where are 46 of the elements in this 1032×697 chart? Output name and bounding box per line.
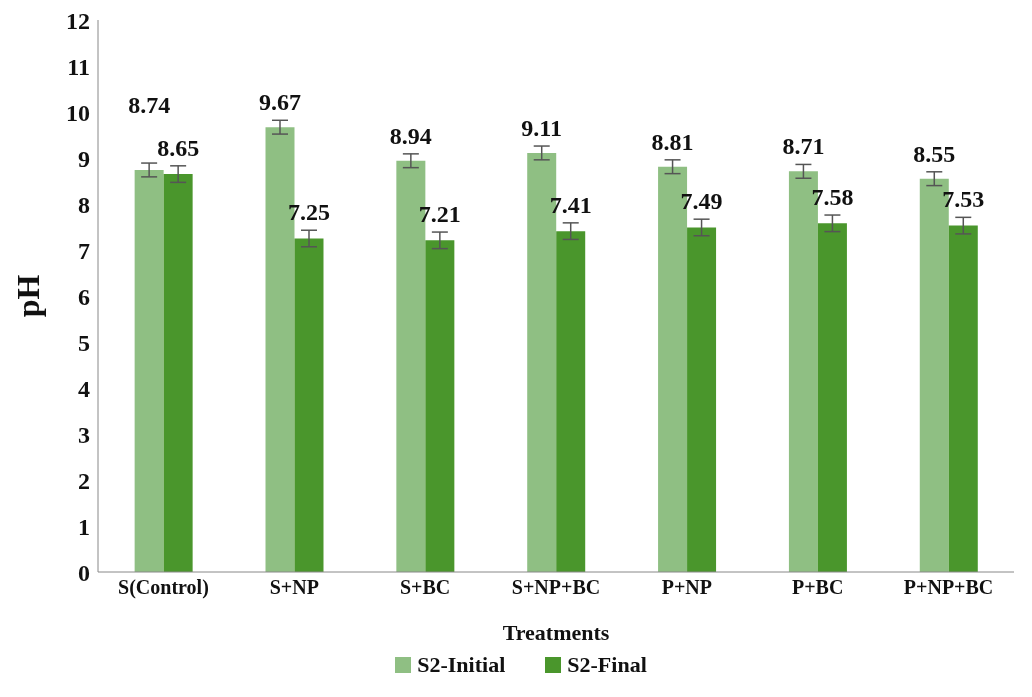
y-tick-label: 7 — [78, 237, 90, 264]
x-tick-label: S(Control) — [118, 576, 209, 600]
x-tick-label: P+NP — [661, 576, 712, 599]
bar — [687, 227, 717, 572]
y-tick-label: 10 — [66, 99, 90, 126]
data-label: 7.49 — [680, 188, 723, 215]
legend-label: S2-Initial — [416, 652, 506, 678]
x-tick-label: P+BC — [792, 576, 844, 599]
data-label: 7.58 — [811, 184, 854, 211]
bar — [948, 225, 978, 572]
bar — [425, 240, 455, 572]
data-label: 7.25 — [288, 199, 330, 226]
data-label: 8.71 — [782, 133, 825, 160]
y-tick-label: 3 — [78, 421, 90, 448]
legend-label: S2-Final — [566, 652, 647, 678]
x-axis-title: Treatments — [502, 620, 610, 645]
data-label: 7.21 — [418, 201, 461, 228]
data-label: 8.94 — [389, 122, 432, 149]
y-tick-label: 0 — [78, 559, 90, 586]
y-axis-title: pH — [10, 274, 47, 318]
bar — [556, 231, 586, 572]
data-label: 7.41 — [549, 191, 592, 218]
x-tick-label: S+NP+BC — [511, 576, 601, 599]
bar — [163, 174, 193, 572]
y-tick-label: 4 — [78, 375, 90, 402]
bar — [817, 223, 847, 572]
y-tick-label: 8 — [78, 191, 90, 218]
y-tick-label: 1 — [78, 513, 90, 540]
data-label: 8.65 — [157, 134, 200, 161]
y-tick-label: 6 — [78, 283, 90, 310]
data-label: 8.55 — [913, 140, 956, 167]
y-tick-label: 11 — [67, 53, 90, 80]
data-label: 7.53 — [942, 186, 985, 213]
y-tick-label: 9 — [78, 145, 90, 172]
bar — [134, 169, 164, 572]
x-tick-label: S+NP — [269, 576, 319, 599]
data-label: 8.81 — [651, 128, 694, 155]
bar — [294, 238, 324, 572]
y-tick-label: 2 — [78, 467, 90, 494]
data-label: 9.11 — [521, 115, 563, 142]
x-tick-label: S+BC — [399, 576, 451, 599]
data-label: 9.67 — [259, 89, 301, 116]
y-tick-label: 5 — [78, 329, 90, 356]
x-tick-label: P+NP+BC — [903, 576, 994, 599]
y-tick-label: 12 — [66, 7, 90, 34]
data-label: 8.74 — [128, 92, 171, 119]
